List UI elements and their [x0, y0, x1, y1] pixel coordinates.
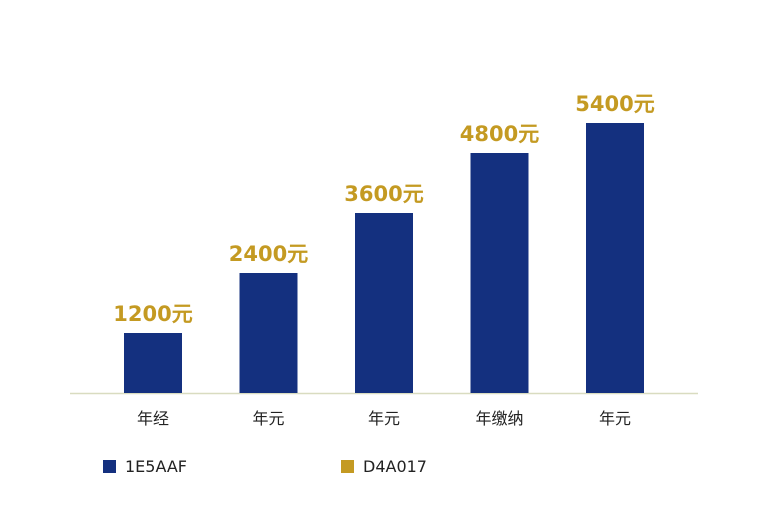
x-tick-label-4: 年缴纳	[475, 409, 523, 428]
legend-item-2: D4A017	[341, 456, 427, 476]
x-tick-label-1: 年经	[137, 409, 169, 428]
bar-1	[124, 333, 182, 393]
bar-3	[355, 213, 413, 393]
data-label-1: 1200元	[113, 302, 192, 326]
legend-label-1: 1E5AAF	[125, 456, 188, 476]
x-tick-label-2: 年元	[252, 409, 284, 428]
legend-swatch-2	[341, 459, 354, 473]
legend-item-1: 1E5AAF	[103, 456, 187, 476]
bar-2	[239, 273, 298, 393]
bar-4	[470, 153, 529, 393]
data-label-3: 3600元	[344, 182, 423, 206]
data-label-5: 5400元	[575, 92, 654, 116]
legend-label-2: D4A017	[363, 456, 427, 476]
data-label-4: 4800元	[460, 122, 539, 146]
bar-5	[586, 123, 644, 393]
legend-swatch-1	[103, 459, 116, 473]
x-tick-label-5: 年元	[599, 409, 631, 428]
data-label-2: 2400元	[229, 242, 308, 266]
x-tick-label-3: 年元	[368, 409, 400, 428]
